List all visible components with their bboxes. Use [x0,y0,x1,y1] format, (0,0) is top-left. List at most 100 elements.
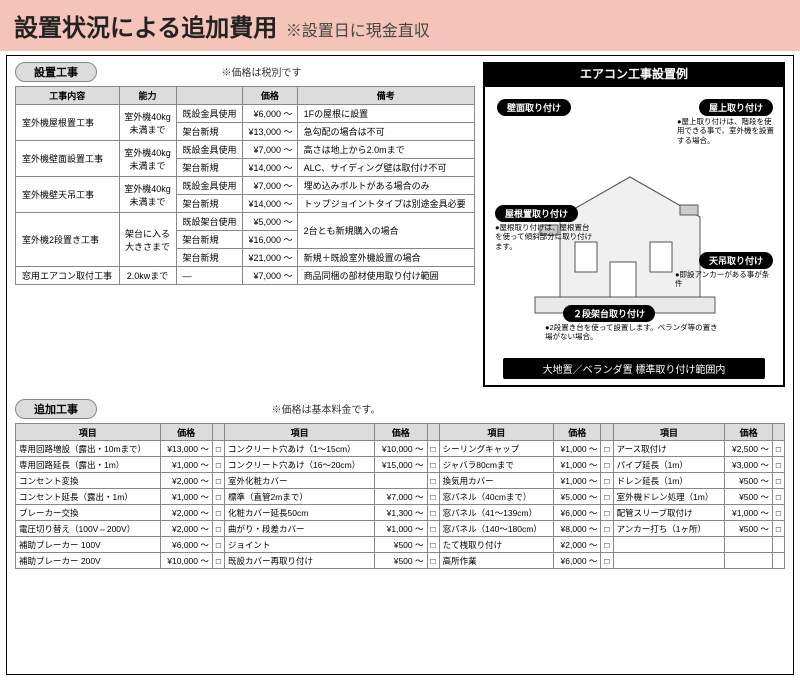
table-cell: 室外機ドレン処理（1m） [613,489,725,505]
table-cell: ¥500 ～ [375,553,427,569]
table-cell: アンカー打ち（1ヶ所） [613,521,725,537]
table-cell: 2台とも新規購入の場合 [297,213,474,249]
table-cell: ¥500 ～ [725,473,772,489]
table-cell: 化粧カバー延長50cm [225,505,375,521]
table-cell: ALC、サイディング壁は取付け不可 [297,159,474,177]
table-cell: 電圧切り替え（100V⇔200V） [16,521,161,537]
table-cell: ¥13,000 ～ [160,441,212,457]
checkbox-cell: □ [427,441,439,457]
table-cell: ドレン延長（1m） [613,473,725,489]
note-ceiling: ●即設アンカーがある事が条件 [675,270,775,289]
table-cell: 既設金具使用 [176,141,243,159]
table-cell: コンクリート穴あけ（1～15cm） [225,441,375,457]
table-cell: ¥7,000 ～ [243,267,297,285]
note-roof: ●屋根取り付けは、屋根置台を使って傾斜部分に取り付けます。 [495,223,595,251]
table-cell: ¥14,000 ～ [243,195,297,213]
table-cell: アース取付け [613,441,725,457]
table-cell: 架台新規 [176,231,243,249]
table-cell: 急勾配の場合は不可 [297,123,474,141]
checkbox-cell: □ [427,537,439,553]
checkbox-cell: □ [427,473,439,489]
th: 価格 [375,424,427,441]
table-cell: ¥500 ～ [375,537,427,553]
section2-pill: 追加工事 [15,399,97,419]
table-cell: シーリングキャップ [439,441,553,457]
table-cell: ブレーカー交換 [16,505,161,521]
checkbox-cell: □ [601,457,613,473]
table-cell: ¥6,000 ～ [554,505,601,521]
table-cell: ¥5,000 ～ [554,489,601,505]
table-cell: ¥7,000 ～ [243,177,297,195]
table-cell: ¥14,000 ～ [243,159,297,177]
checkbox-cell: □ [427,521,439,537]
table-cell: コンセント変換 [16,473,161,489]
table-cell: パイプ延長（1m） [613,457,725,473]
table-cell: 商品同梱の部材使用取り付け範囲 [297,267,474,285]
table-cell: ¥1,000 ～ [725,505,772,521]
table-cell: 室外機40kg 未満まで [119,141,176,177]
table-cell [725,553,772,569]
table-cell: 専用回路延長（露出・1m） [16,457,161,473]
table-cell: 架台新規 [176,249,243,267]
th: 価格 [554,424,601,441]
table-cell: コンセント延長（露出・1m） [16,489,161,505]
th: 項目 [16,424,161,441]
checkbox-cell: □ [427,505,439,521]
table-cell: 窓パネル（41～139cm） [439,505,553,521]
checkbox-cell: □ [212,537,224,553]
checkbox-cell: □ [601,473,613,489]
table-cell: ¥6,000 ～ [243,105,297,123]
table-cell: 窓パネル（40cmまで） [439,489,553,505]
table-cell: ¥500 ～ [725,521,772,537]
section-installation: 設置工事 ※価格は税別です 工事内容 能力 価格 備考 室外機屋根置工事室外機4… [15,62,475,285]
table-cell: 架台新規 [176,195,243,213]
table-cell: ¥8,000 ～ [554,521,601,537]
page-title: 設置状況による追加費用 [14,15,277,42]
checkbox-cell [772,537,784,553]
checkbox-cell: □ [212,553,224,569]
table-cell: ¥1,000 ～ [160,457,212,473]
table-cell: 室外機40kg 未満まで [119,177,176,213]
table-cell: ¥500 ～ [725,489,772,505]
table-cell: 室外機壁面設置工事 [16,141,120,177]
table-cell: ジャバラ80cmまで [439,457,553,473]
table-cell: 架台に入る 大きさまで [119,213,176,267]
pill-roof: 屋根置取り付け [495,205,578,222]
section2-note: ※価格は基本料金です。 [271,401,380,416]
table-cell: ¥2,000 ～ [160,473,212,489]
table-cell: 既設架台使用 [176,213,243,231]
table-cell: ¥2,500 ～ [725,441,772,457]
section1-pill: 設置工事 [15,62,97,82]
table-cell: 高さは地上から2.0mまで [297,141,474,159]
table-cell: ジョイント [225,537,375,553]
big-label: 大地置／ベランダ置 標準取り付け範囲内 [503,358,765,379]
table-cell: トップジョイントタイプは別途金具必要 [297,195,474,213]
table-cell: 埋め込みボルトがある場合のみ [297,177,474,195]
table-cell: ¥1,300 ～ [375,505,427,521]
table-cell: ¥1,000 ～ [554,441,601,457]
content-frame: 設置工事 ※価格は税別です 工事内容 能力 価格 備考 室外機屋根置工事室外機4… [6,55,794,675]
table-cell: 窓用エアコン取付工事 [16,267,120,285]
checkbox-cell: □ [601,521,613,537]
th-col4: 価格 [243,87,297,105]
table-cell: 室外機2段置き工事 [16,213,120,267]
th [772,424,784,441]
checkbox-cell: □ [772,505,784,521]
table-cell: ¥2,000 ～ [160,505,212,521]
checkbox-cell: □ [427,457,439,473]
checkbox-cell: □ [212,489,224,505]
note-roof-top: ●屋上取り付けは、階段を使用できる事で、室外機を設置する場合。 [677,117,775,145]
example-title: エアコン工事設置例 [483,62,785,85]
th-col5: 備考 [297,87,474,105]
table-cell: たて桟取り付け [439,537,553,553]
checkbox-cell: □ [427,553,439,569]
table-cell: 架台新規 [176,159,243,177]
table-cell: ¥3,000 ～ [725,457,772,473]
table-cell: ¥15,000 ～ [375,457,427,473]
table-cell [375,473,427,489]
table-cell: 新規＋既設室外機設置の場合 [297,249,474,267]
table-cell: ¥2,000 ～ [554,537,601,553]
table-cell: ¥5,000 ～ [243,213,297,231]
th [212,424,224,441]
table-cell: 補助ブレーカー 200V [16,553,161,569]
